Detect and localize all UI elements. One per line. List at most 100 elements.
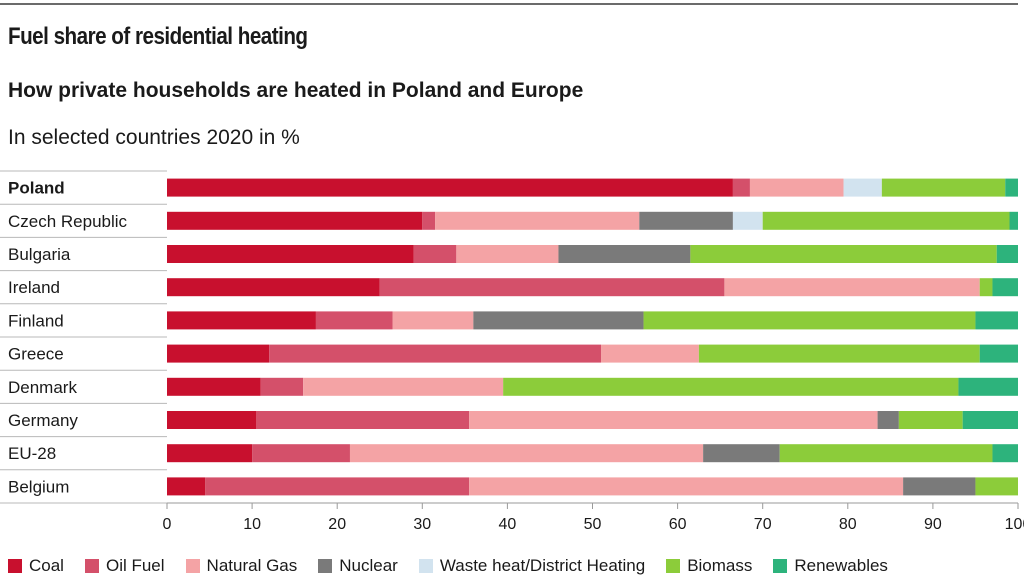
category-label: Ireland <box>8 278 60 297</box>
legend-swatch <box>185 559 200 573</box>
legend-item: Biomass <box>666 556 752 576</box>
legend-label: Coal <box>29 556 64 575</box>
category-label: Belgium <box>8 477 69 496</box>
x-tick-label: 70 <box>754 516 772 533</box>
legend-item: Natural Gas <box>185 556 298 576</box>
bar-segment <box>349 444 704 463</box>
bar-segment <box>1009 211 1018 230</box>
bar-segment <box>167 211 423 230</box>
legend-item: Nuclear <box>318 556 398 576</box>
legend-swatch <box>666 559 681 573</box>
category-label: Finland <box>8 311 64 330</box>
bar-segment <box>167 178 733 197</box>
bar-segment <box>724 278 980 297</box>
bar-segment <box>601 344 699 363</box>
category-label: Poland <box>8 179 65 198</box>
unit-label: In selected countries 2020 in % <box>8 126 300 149</box>
x-tick-label: 100 <box>1005 516 1024 533</box>
chart-title: Fuel share of residential heating <box>8 23 308 50</box>
legend-swatch <box>418 559 433 573</box>
bar-segment <box>269 344 602 363</box>
bar-segment <box>167 344 270 363</box>
category-label: EU-28 <box>8 444 56 463</box>
x-tick-label: 90 <box>924 516 942 533</box>
x-tick-label: 60 <box>669 516 687 533</box>
legend-item: Waste heat/District Heating <box>418 556 646 576</box>
bar-segment <box>639 211 733 230</box>
bar-segment <box>698 344 980 363</box>
bar-segment <box>167 377 261 396</box>
bar-segment <box>167 477 206 496</box>
bar-segment <box>303 377 504 396</box>
bar-segment <box>962 411 1018 429</box>
bar-segment <box>643 311 976 330</box>
bar-segment <box>979 344 1018 363</box>
bar-segment <box>167 278 380 297</box>
bar-segment <box>877 411 899 429</box>
category-label: Germany <box>8 411 78 430</box>
bar-segment <box>435 211 640 230</box>
bar-segment <box>469 477 904 496</box>
bar-segment <box>469 411 878 429</box>
bar-segment <box>1005 178 1018 197</box>
bar-segment <box>975 477 1018 496</box>
bar-segment <box>903 477 976 496</box>
bar-segment <box>167 311 316 330</box>
bar-segment <box>703 444 780 463</box>
legend-swatch <box>318 559 333 573</box>
bar-segment <box>167 411 257 429</box>
legend-item: Renewables <box>773 556 888 576</box>
bar-segment <box>732 178 750 197</box>
bar-segment <box>996 245 1018 263</box>
bar-segment <box>392 311 474 330</box>
bar-segment <box>167 245 414 263</box>
category-label: Greece <box>8 345 64 364</box>
bar-segment <box>732 211 763 230</box>
legend-label: Renewables <box>794 556 888 575</box>
bar-segment <box>762 211 1010 230</box>
bar-segment <box>503 377 959 396</box>
bar-segment <box>992 278 1018 297</box>
legend-swatch <box>8 559 22 573</box>
bar-segment <box>779 444 993 463</box>
legend-label: Oil Fuel <box>105 556 165 575</box>
bar-segment <box>843 178 882 197</box>
bar-segment <box>413 245 457 263</box>
chart-subtitle: How private households are heated in Pol… <box>8 79 584 102</box>
x-tick-label: 40 <box>499 516 517 533</box>
bar-segment <box>881 178 1006 197</box>
legend-label: Natural Gas <box>206 556 298 575</box>
bar-segment <box>256 411 470 429</box>
category-label: Czech Republic <box>8 212 128 231</box>
bar-segment <box>167 444 253 463</box>
bar-segment <box>422 211 436 230</box>
bar-segment <box>558 245 691 263</box>
chart-legend: Coal Oil Fuel Natural Gas Nuclear Waste heat… <box>8 555 888 577</box>
x-tick-label: 30 <box>413 516 431 533</box>
bar-segment <box>690 245 997 263</box>
bar-segment <box>205 477 470 496</box>
category-label: Bulgaria <box>8 245 71 264</box>
bar-segment <box>252 444 350 463</box>
bar-segment <box>992 444 1018 463</box>
x-tick-label: 80 <box>839 516 857 533</box>
x-tick-label: 50 <box>584 516 602 533</box>
legend-label: Biomass <box>687 556 753 575</box>
bar-segment <box>898 411 963 429</box>
category-label: Denmark <box>8 378 77 397</box>
bar-segment <box>975 311 1018 330</box>
bar-segment <box>456 245 559 263</box>
legend-swatch <box>84 559 99 573</box>
x-tick-label: 0 <box>163 516 172 533</box>
legend-item: Coal <box>8 556 64 576</box>
bar-segment <box>979 278 993 297</box>
legend-label: Waste heat/District Heating <box>439 556 646 575</box>
bar-segment <box>958 377 1018 396</box>
bar-segment <box>315 311 393 330</box>
bar-segment <box>379 278 725 297</box>
x-tick-label: 10 <box>243 516 261 533</box>
legend-label: Nuclear <box>339 556 398 575</box>
x-tick-label: 20 <box>328 516 346 533</box>
legend-swatch <box>773 559 788 573</box>
